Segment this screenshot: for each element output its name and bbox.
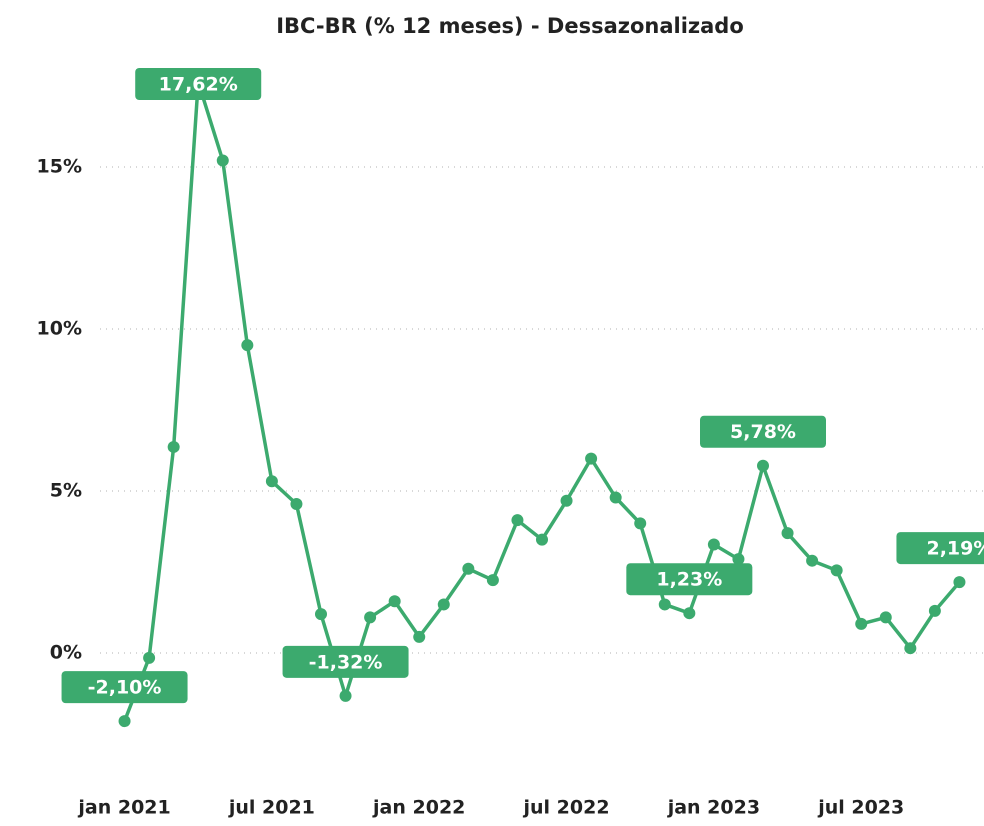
point bbox=[143, 651, 156, 664]
point bbox=[486, 574, 499, 587]
point bbox=[658, 598, 671, 611]
data-label: 1,23% bbox=[626, 563, 753, 596]
point bbox=[585, 452, 598, 465]
point bbox=[265, 475, 278, 488]
data-label-box bbox=[135, 68, 262, 100]
x-tick-label: jan 2023 bbox=[667, 797, 760, 819]
data-label-text: 17,62% bbox=[159, 74, 238, 96]
x-tick-label: jul 2023 bbox=[817, 797, 904, 819]
point bbox=[241, 339, 254, 352]
point bbox=[315, 608, 327, 621]
y-tick-label: 0% bbox=[50, 642, 82, 664]
point bbox=[634, 517, 647, 530]
data-label: -1,32% bbox=[282, 645, 409, 678]
data-label-box bbox=[896, 532, 984, 565]
point bbox=[904, 642, 917, 655]
data-label-box bbox=[61, 671, 188, 704]
data-label-text: 2,19% bbox=[926, 538, 984, 560]
point bbox=[167, 440, 180, 453]
x-tick-label: jan 2021 bbox=[77, 797, 170, 819]
point bbox=[953, 576, 966, 589]
point bbox=[683, 607, 696, 620]
point bbox=[560, 494, 573, 507]
data-label: 2,19% bbox=[896, 532, 984, 565]
point bbox=[388, 595, 401, 608]
point bbox=[339, 689, 352, 702]
chart-title: IBC-BR (% 12 meses) - Dessazonalizado bbox=[276, 14, 744, 38]
x-tick-label: jul 2021 bbox=[228, 797, 315, 819]
data-label-text: 5,78% bbox=[730, 421, 796, 443]
point bbox=[879, 611, 892, 624]
data-label-box bbox=[282, 645, 409, 678]
point bbox=[806, 554, 819, 567]
point bbox=[216, 154, 229, 167]
point bbox=[413, 630, 426, 643]
point bbox=[511, 514, 524, 527]
data-label-text: -2,10% bbox=[88, 677, 162, 699]
line bbox=[122, 80, 961, 722]
data-label: 5,78% bbox=[700, 415, 826, 448]
point bbox=[536, 533, 548, 546]
point bbox=[437, 598, 450, 611]
y-tick-label: 5% bbox=[50, 480, 82, 502]
point bbox=[609, 491, 622, 504]
point bbox=[928, 604, 941, 617]
data-label-text: 1,23% bbox=[656, 569, 722, 591]
y-tick-label: 15% bbox=[37, 155, 82, 177]
data-label: 17,62% bbox=[135, 68, 262, 100]
point bbox=[781, 527, 794, 540]
point bbox=[830, 564, 843, 577]
point bbox=[118, 715, 131, 728]
point bbox=[290, 497, 303, 510]
y-tick-label: 10% bbox=[37, 317, 82, 339]
point bbox=[364, 611, 377, 624]
point bbox=[707, 538, 720, 551]
point bbox=[732, 553, 745, 566]
data-label: -2,10% bbox=[61, 671, 188, 704]
x-tick-label: jan 2022 bbox=[372, 797, 465, 819]
data-label-text: -1,32% bbox=[309, 651, 383, 673]
point bbox=[462, 562, 475, 575]
data-label-box bbox=[700, 415, 826, 448]
data-label-box bbox=[626, 563, 753, 596]
point bbox=[757, 459, 769, 472]
x-tick-label: jul 2022 bbox=[523, 797, 610, 819]
point bbox=[855, 617, 868, 630]
